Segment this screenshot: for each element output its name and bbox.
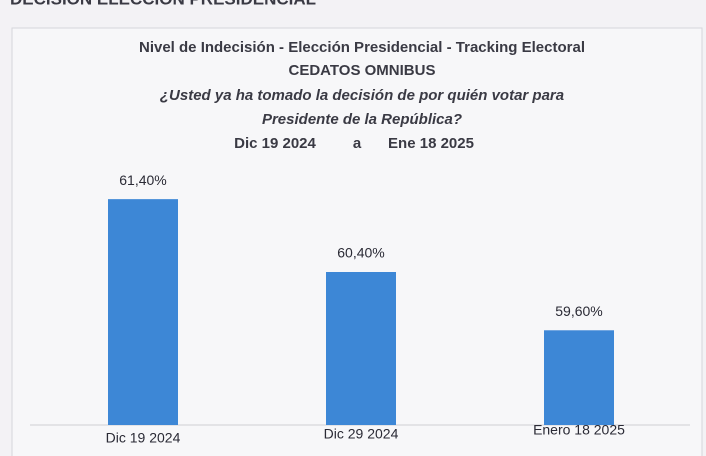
- x-tick-label: Dic 29 2024: [324, 426, 399, 442]
- chart-title: Nivel de Indecisión - Elección Presidenc…: [139, 39, 585, 56]
- x-tick-label: Dic 19 2024: [106, 430, 181, 446]
- data-label: 60,40%: [337, 245, 384, 261]
- bar: [544, 330, 614, 425]
- x-tick-label: Enero 18 2025: [533, 422, 625, 438]
- subtitle: Presidente de la República?: [262, 111, 462, 128]
- data-label: 59,60%: [555, 303, 602, 319]
- date-end: Ene 18 2025: [388, 135, 474, 152]
- data-label: 61,40%: [119, 172, 166, 188]
- bar: [108, 199, 178, 425]
- subtitle: CEDATOS OMNIBUS: [289, 62, 436, 79]
- date-start: Dic 19 2024: [234, 135, 316, 152]
- header: DECISIÓN ELECCIÓN PRESIDENCIAL: [10, 0, 316, 8]
- bar: [326, 272, 396, 425]
- date-separator: a: [353, 135, 362, 152]
- subtitle: ¿Usted ya ha tomado la decisión de por q…: [160, 87, 564, 104]
